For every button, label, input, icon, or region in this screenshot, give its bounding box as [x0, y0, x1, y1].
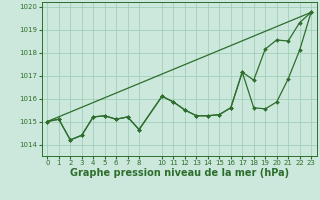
X-axis label: Graphe pression niveau de la mer (hPa): Graphe pression niveau de la mer (hPa): [70, 168, 289, 178]
